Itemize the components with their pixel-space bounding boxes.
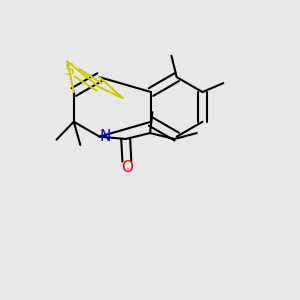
Text: N: N	[100, 128, 111, 143]
Text: S: S	[65, 63, 75, 78]
Text: O: O	[121, 160, 133, 175]
